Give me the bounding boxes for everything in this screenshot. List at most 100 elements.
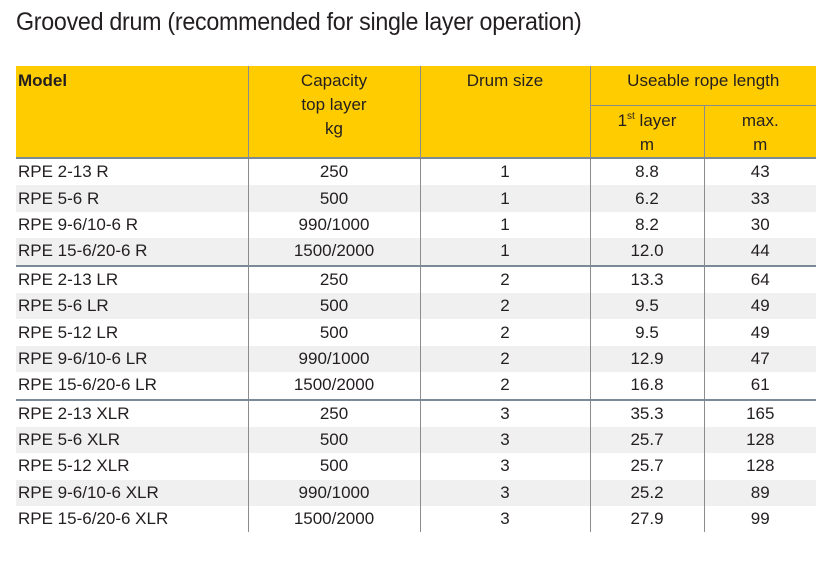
cell-max: 128 [703,426,817,454]
cell-drum-size: 3 [419,479,590,507]
table-row: RPE 15-6/20-6 XLR 1500/2000 3 27.9 99 [16,506,817,533]
header-first-layer-unit: m [639,135,655,154]
header-max: max. m [703,105,817,158]
cell-max: 44 [703,238,817,266]
cell-first-layer: 12.9 [589,345,704,373]
table-header: Model Capacity top layer kg Drum size Us… [16,66,817,158]
table-row: RPE 15-6/20-6 LR 1500/2000 2 16.8 61 [16,372,817,400]
header-drum-size: Drum size [419,66,590,158]
table-row: RPE 15-6/20-6 R 1500/2000 1 12.0 44 [16,238,817,266]
header-capacity-line1: Capacity [300,71,368,90]
cell-drum-size: 1 [419,211,590,239]
cell-first-layer: 25.7 [589,453,704,480]
table-row: RPE 2-13 XLR 250 3 35.3 165 [16,399,817,427]
cell-max: 89 [703,479,817,507]
cell-max: 165 [703,399,817,427]
row-group-xlr: RPE 2-13 XLR 250 3 35.3 165 RPE 5-6 XLR … [16,399,817,533]
cell-max: 33 [703,185,817,212]
cell-drum-size: 2 [419,292,590,320]
header-capacity: Capacity top layer kg [247,66,420,158]
cell-first-layer: 8.8 [589,158,704,186]
cell-capacity: 250 [247,158,420,186]
header-first-layer-word: layer [634,111,677,130]
cell-model: RPE 5-12 LR [18,322,119,342]
cell-capacity: 250 [247,399,420,427]
cell-first-layer: 8.2 [589,211,704,239]
table-row: RPE 9-6/10-6 XLR 990/1000 3 25.2 89 [16,479,817,507]
cell-model: RPE 2-13 R [18,162,109,182]
cell-capacity: 990/1000 [247,345,420,373]
table-row: RPE 2-13 LR 250 2 13.3 64 [16,265,817,293]
cell-capacity: 990/1000 [247,211,420,239]
cell-first-layer: 6.2 [589,185,704,212]
cell-first-layer: 12.0 [589,238,704,266]
cell-max: 61 [703,372,817,400]
cell-capacity: 990/1000 [247,479,420,507]
cell-first-layer: 9.5 [589,319,704,346]
cell-max: 30 [703,211,817,239]
cell-first-layer: 9.5 [589,292,704,320]
cell-capacity: 250 [247,265,420,293]
page-title: Grooved drum (recommended for single lay… [16,8,582,36]
header-rope-length: Useable rope length [589,66,817,106]
header-capacity-unit: kg [325,119,343,138]
cell-drum-size: 1 [419,238,590,266]
cell-model: RPE 5-12 XLR [18,456,130,476]
row-group-r: RPE 2-13 R 250 1 8.8 43 RPE 5-6 R 500 1 … [16,158,817,266]
cell-max: 99 [703,506,817,533]
cell-drum-size: 2 [419,265,590,293]
header-max-unit: m [753,135,768,154]
cell-drum-size: 2 [419,345,590,373]
cell-model: RPE 15-6/20-6 LR [18,375,157,395]
cell-capacity: 1500/2000 [247,372,420,400]
row-group-lr: RPE 2-13 LR 250 2 13.3 64 RPE 5-6 LR 500… [16,265,817,400]
cell-first-layer: 16.8 [589,372,704,400]
cell-drum-size: 1 [419,158,590,186]
cell-model: RPE 9-6/10-6 R [18,214,138,234]
cell-model: RPE 15-6/20-6 R [16,238,248,266]
cell-model: RPE 9-6/10-6 LR [16,345,248,373]
cell-drum-size: 2 [419,319,590,346]
cell-first-layer: 25.7 [589,426,704,454]
header-capacity-line2: top layer [301,95,367,114]
cell-first-layer: 25.2 [589,479,704,507]
cell-capacity: 1500/2000 [247,238,420,266]
cell-max: 47 [703,345,817,373]
table-row: RPE 5-6 LR 500 2 9.5 49 [16,292,817,320]
cell-capacity: 500 [247,453,420,480]
table-row: RPE 5-6 R 500 1 6.2 33 [16,185,817,212]
table-row: RPE 5-12 LR 500 2 9.5 49 [16,319,817,346]
cell-max: 49 [703,292,817,320]
cell-model: RPE 15-6/20-6 XLR [18,509,169,529]
table-row: RPE 2-13 R 250 1 8.8 43 [16,158,817,186]
table-row: RPE 5-12 XLR 500 3 25.7 128 [16,453,817,480]
cell-model: RPE 5-6 XLR [16,426,248,454]
cell-max: 43 [703,158,817,186]
cell-max: 128 [703,453,817,480]
header-first-layer-num: 1 [617,111,628,130]
cell-capacity: 500 [247,426,420,454]
cell-max: 64 [703,265,817,293]
cell-model: RPE 9-6/10-6 XLR [16,479,248,507]
cell-first-layer: 13.3 [589,265,704,293]
cell-drum-size: 3 [419,506,590,533]
cell-capacity: 500 [247,319,420,346]
header-model: Model [16,66,248,158]
cell-first-layer: 27.9 [589,506,704,533]
cell-capacity: 500 [247,292,420,320]
cell-drum-size: 3 [419,399,590,427]
cell-capacity: 500 [247,185,420,212]
cell-model: RPE 5-6 R [16,185,248,212]
cell-drum-size: 2 [419,372,590,400]
cell-drum-size: 3 [419,426,590,454]
header-max-label: max. [741,111,779,130]
cell-model: RPE 2-13 XLR [18,403,130,423]
cell-model: RPE 5-6 LR [16,292,248,320]
table-row: RPE 9-6/10-6 R 990/1000 1 8.2 30 [16,211,817,239]
cell-max: 49 [703,319,817,346]
specification-table: Model Capacity top layer kg Drum size Us… [16,66,817,533]
cell-first-layer: 35.3 [589,399,704,427]
cell-model: RPE 2-13 LR [18,269,119,289]
table-row: RPE 5-6 XLR 500 3 25.7 128 [16,426,817,454]
header-first-layer: 1st layer m [589,105,704,158]
